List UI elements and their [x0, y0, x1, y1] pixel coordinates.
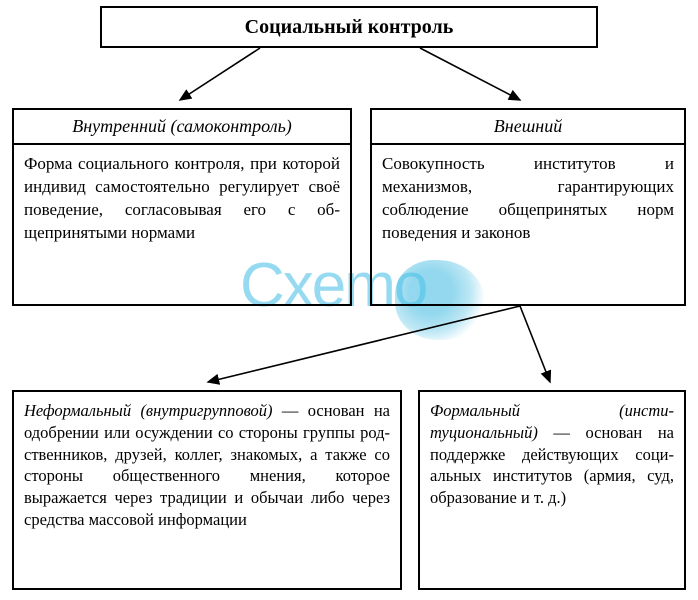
arrow-external-to-formal	[520, 306, 550, 382]
informal-box: Неформальный (внутригруппо­вой) — основа…	[12, 390, 402, 590]
arrow-title-to-external	[420, 48, 520, 100]
external-box: Внешний Совокупность институтов и механи…	[370, 108, 686, 306]
diagram-title: Социальный контроль	[245, 16, 454, 39]
informal-rest: — основан на одобрении или осуждении со …	[24, 401, 390, 529]
internal-header: Внутренний (самоконтроль)	[14, 110, 350, 145]
formal-box: Формальный (инсти­туциональный) — ос­нов…	[418, 390, 686, 590]
informal-term: Неформальный (внутригруппо­вой)	[24, 401, 273, 420]
informal-body: Неформальный (внутригруппо­вой) — основа…	[14, 392, 400, 539]
title-box: Социальный контроль	[100, 6, 598, 48]
formal-body: Формальный (инсти­туциональный) — ос­нов…	[420, 392, 684, 517]
internal-box: Внутренний (самоконтроль) Форма социальн…	[12, 108, 352, 306]
internal-body: Форма социального контроля, при которой …	[14, 145, 350, 253]
arrow-title-to-internal	[180, 48, 260, 100]
external-header: Внешний	[372, 110, 684, 145]
external-body: Совокупность институтов и механизмов, га…	[372, 145, 684, 253]
